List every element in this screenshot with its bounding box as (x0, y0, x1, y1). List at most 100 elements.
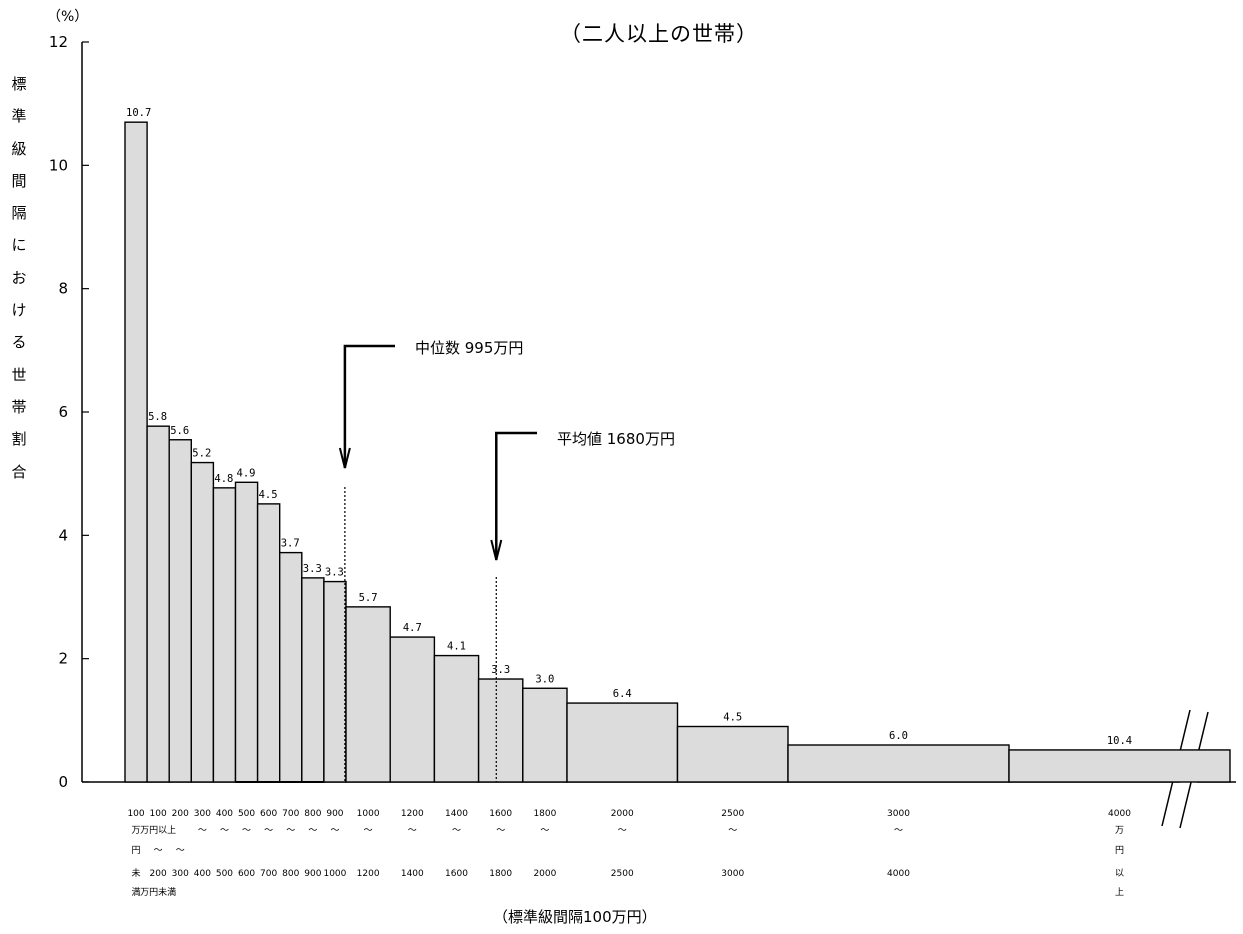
x-category-label: 100 (127, 809, 144, 819)
x-category-label: ～ (176, 846, 185, 856)
bar (676, 725, 789, 783)
x-category-label: ～ (540, 826, 549, 836)
x-category-label: 円 (132, 845, 141, 856)
x-category-label: 700 (282, 809, 299, 819)
bar-value-label: 5.6 (170, 425, 189, 437)
bar-value-label: 5.8 (148, 411, 167, 423)
bar-value-label: 3.3 (491, 664, 510, 676)
x-category-label: ～ (452, 826, 461, 836)
x-category-label: 300 (194, 809, 211, 819)
bar-value-label: 5.2 (192, 448, 211, 460)
bar-value-label: 10.4 (1107, 735, 1132, 747)
chart-title: （二人以上の世帯） (560, 22, 758, 46)
y-tick-label: 12 (49, 33, 68, 51)
x-category-label: 600 (238, 869, 255, 879)
bar-value-label: 4.5 (723, 712, 742, 724)
bar-value-label: 4.5 (259, 489, 278, 501)
x-category-label: ～ (220, 826, 229, 836)
x-category-label: 1800 (489, 869, 512, 879)
bar-layer (124, 121, 1231, 783)
x-category-label: ～ (496, 826, 505, 836)
bar (433, 654, 480, 783)
x-category-label: 2500 (721, 809, 744, 819)
bar (389, 636, 436, 783)
mean-annotation-label: 平均値 1680万円 (557, 430, 675, 448)
bar (566, 702, 679, 783)
bar (168, 439, 192, 783)
x-category-label: 600 (260, 809, 277, 819)
y-tick-label: 6 (58, 403, 68, 421)
x-category-label: 3000 (721, 869, 744, 879)
x-category-label: 200 (172, 809, 189, 819)
x-category-label: 1000 (357, 809, 380, 819)
x-category-layer: 100万円未満100万円以上～200万円未満200～300300～400400～… (127, 809, 1131, 898)
bar (256, 503, 281, 783)
x-category-label: ～ (364, 826, 373, 836)
bar (146, 425, 170, 783)
x-category-label: 400 (216, 809, 233, 819)
bar (212, 487, 237, 783)
bar-value-label: 4.1 (447, 641, 466, 653)
bar (279, 551, 303, 783)
bar-value-label: 3.7 (281, 538, 300, 550)
annotation-arrow-head (490, 539, 503, 561)
x-category-label: 1200 (401, 809, 424, 819)
bar-value-label: 5.7 (359, 592, 378, 604)
x-category-label: ～ (308, 826, 317, 836)
x-category-label: ～ (198, 826, 207, 836)
x-category-label: ～ (894, 826, 903, 836)
x-category-label: 4000 (1108, 809, 1131, 819)
y-tick-label: 8 (58, 280, 68, 298)
bar (345, 606, 391, 783)
x-category-label: 以 (1115, 869, 1124, 879)
x-category-label: 400 (194, 869, 211, 879)
x-category-label: 1200 (357, 869, 380, 879)
x-category-label: 900 (326, 809, 343, 819)
x-category-label: 500 (216, 869, 233, 879)
bar (234, 481, 259, 783)
x-category-label: 1600 (445, 869, 468, 879)
bar-label-layer: 10.75.85.65.24.8 4.94.53.73.3 3.35.74.74.1… (126, 107, 1132, 747)
bar (522, 687, 568, 783)
x-category-label: 800 (304, 809, 321, 819)
x-category-label: 900 (304, 869, 321, 879)
x-category-label: 700 (260, 869, 277, 879)
x-category-label: 万 (132, 826, 141, 836)
bar (323, 580, 347, 783)
bar-value-label: 4.8 (214, 473, 233, 485)
y-tick-label: 2 (58, 650, 68, 668)
x-category-label: 4000 (887, 869, 910, 879)
bar (477, 678, 524, 783)
y-tick-label: 10 (49, 156, 68, 174)
bar-value-label: 3.0 (535, 673, 554, 685)
bar-value-label: 3.3 (303, 563, 322, 575)
x-category-label: 未 (132, 867, 141, 879)
x-category-label: 1400 (401, 869, 424, 879)
y-axis-label: 標準級間隔における世帯割合 (11, 75, 27, 481)
bar-value-label: 10.7 (126, 107, 151, 119)
bar-value-label: 4.9 (237, 467, 256, 479)
bar (301, 577, 325, 783)
bar (124, 121, 148, 783)
x-category-label: 500 (238, 809, 255, 819)
x-category-label: 万円未満 (140, 886, 176, 898)
x-category-label: 2000 (533, 869, 556, 879)
median-annotation-label: 中位数 995万円 (415, 339, 524, 357)
x-category-label: 1400 (445, 809, 468, 819)
bar-value-label: 6.0 (889, 730, 908, 742)
x-category-label: 2000 (611, 809, 634, 819)
x-category-label: 300 (172, 869, 189, 879)
bar-value-label: 3.3 (325, 567, 344, 579)
x-category-label: 3000 (887, 809, 910, 819)
x-category-label: ～ (618, 826, 627, 836)
annotation-arrow-line (343, 344, 395, 468)
y-tick-label: 4 (58, 526, 68, 544)
group-outline (235, 781, 324, 783)
x-category-label: ～ (728, 826, 737, 836)
x-axis-label: （標準級間隔100万円） (493, 908, 657, 926)
x-category-label: 満 (132, 887, 141, 898)
x-category-label: ～ (330, 826, 339, 836)
x-category-label: 円 (1115, 845, 1124, 856)
x-category-label: 万円以上 (140, 825, 176, 836)
